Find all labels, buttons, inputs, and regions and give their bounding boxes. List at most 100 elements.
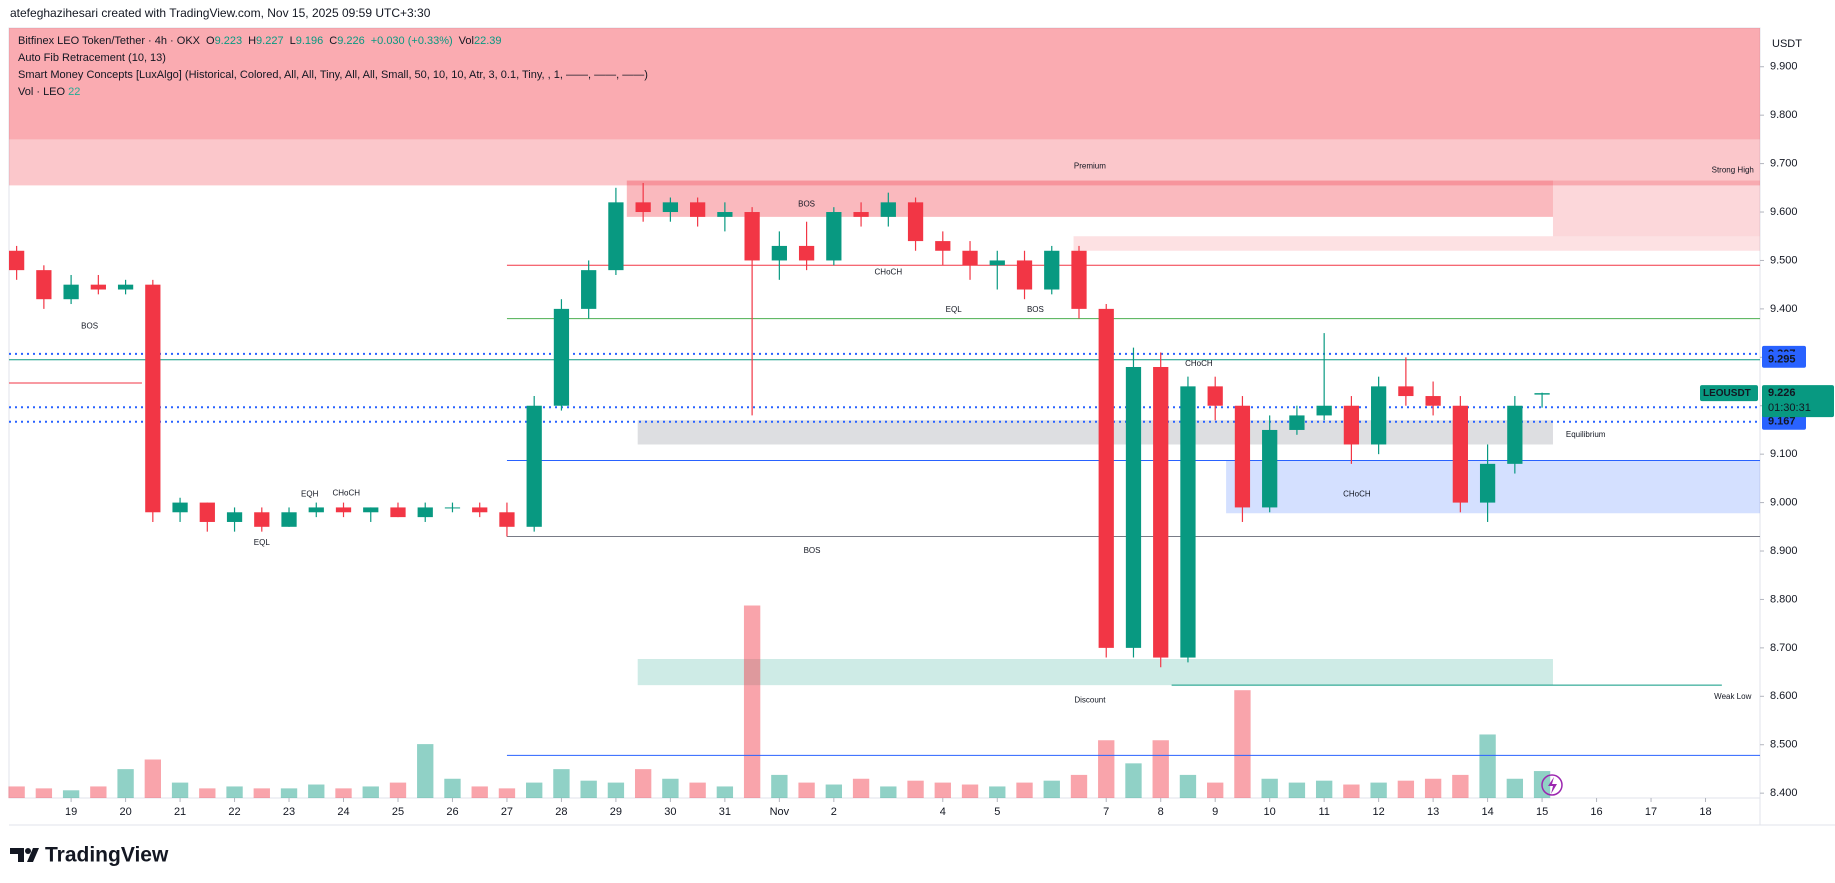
volume-bar	[1152, 740, 1169, 798]
volume-bar	[743, 605, 761, 798]
zone	[637, 420, 1553, 445]
y-tick-label: 8.400	[1770, 787, 1798, 799]
candle-body	[526, 405, 542, 527]
volume-bar	[144, 759, 162, 798]
x-tick-label: 11	[1318, 806, 1329, 818]
volume-bar	[444, 778, 461, 798]
candle-body	[172, 502, 188, 513]
annotation: BOS	[1027, 305, 1044, 314]
candle-body	[717, 212, 733, 217]
candle-body	[608, 202, 624, 271]
price-label: 9.295	[1768, 354, 1796, 366]
candle-body	[499, 512, 515, 527]
volume-bar	[1288, 782, 1306, 798]
x-tick-label: 20	[119, 806, 131, 818]
candle-body	[853, 212, 869, 217]
candle-body	[308, 507, 324, 513]
candle-body	[1153, 366, 1169, 658]
volume-bar	[35, 788, 53, 798]
legend-key: Vol	[459, 35, 474, 47]
candle-body	[1534, 393, 1550, 395]
alert-icon[interactable]	[1541, 774, 1563, 796]
x-tick-label: 28	[555, 806, 567, 818]
candle-body	[1180, 386, 1196, 658]
volume-bar	[880, 786, 897, 798]
volume-bar	[308, 784, 325, 798]
candle-body	[63, 284, 79, 300]
y-tick-label: 8.500	[1770, 739, 1798, 751]
candle-body	[335, 507, 352, 513]
volume-bar	[253, 788, 270, 798]
volume-legend-value: 22	[68, 86, 80, 98]
plot-area	[8, 27, 1761, 799]
zone	[9, 28, 1760, 140]
annotation: Strong High	[1712, 165, 1754, 174]
volume-bar	[607, 782, 625, 798]
logo-dot	[25, 848, 31, 854]
legend-value: 9.223	[215, 35, 243, 47]
annotation: CHoCH	[1343, 489, 1371, 498]
candle-body	[1044, 250, 1060, 290]
candle-body	[417, 507, 433, 518]
volume-bar	[471, 786, 488, 798]
volume-bar	[961, 784, 979, 798]
candle-body	[1262, 429, 1278, 508]
candle-body	[1398, 386, 1414, 397]
x-tick-label: 12	[1373, 806, 1385, 818]
volume-legend: Vol · LEO 22	[18, 86, 80, 98]
y-tick-label: 9.700	[1770, 158, 1798, 170]
x-tick-label: 23	[283, 806, 295, 818]
volume-bar	[62, 790, 80, 798]
volume-bar	[90, 786, 107, 798]
annotation: BOS	[81, 321, 98, 330]
candle-body	[826, 212, 842, 261]
volume-bar	[662, 778, 679, 798]
legend-key: O	[206, 35, 215, 47]
y-tick-label: 9.600	[1770, 206, 1798, 218]
legend-value: 9.227	[256, 35, 284, 47]
volume-bar	[117, 769, 134, 798]
annotation: EQL	[946, 305, 963, 314]
volume-bar	[907, 780, 924, 798]
currency: USDT	[1772, 38, 1802, 50]
watermark: TradingView	[45, 844, 169, 867]
x-tick-label: 15	[1536, 806, 1548, 818]
volume-bar	[1315, 780, 1333, 798]
candle-body	[472, 507, 488, 513]
volume-bar	[1016, 782, 1033, 798]
x-tick-label: Nov	[770, 806, 790, 818]
candle-body	[1098, 308, 1114, 648]
legend-key: H	[248, 35, 256, 47]
candle-body	[553, 308, 570, 406]
legend-symbol: Bitfinex LEO Token/Tether · 4h · OKX	[18, 35, 201, 47]
candle-body	[1479, 463, 1496, 503]
zone	[626, 180, 1553, 217]
zone	[1552, 180, 1760, 237]
annotation: BOS	[798, 199, 815, 208]
candle-body	[935, 241, 951, 251]
last-price-symbol: LEOUSDT	[1703, 388, 1751, 399]
volume-bar	[1397, 780, 1415, 798]
annotation: Weak Low	[1714, 692, 1751, 701]
candle-body	[635, 202, 651, 213]
candle-body	[1316, 405, 1332, 416]
volume-bar	[1125, 763, 1142, 798]
x-tick-label: 18	[1699, 806, 1711, 818]
candle-body	[36, 270, 52, 300]
volume-bar	[798, 782, 815, 798]
volume-bar	[634, 769, 652, 798]
volume-bar	[934, 782, 951, 798]
x-tick-label: 2	[831, 806, 837, 818]
candle-body	[1507, 405, 1523, 464]
legend-symbol-line: Bitfinex LEO Token/Tether · 4h · OKX O9.2…	[18, 35, 502, 47]
x-tick-label: 22	[228, 806, 240, 818]
candle-body	[145, 284, 161, 513]
last-price: 9.226	[1768, 387, 1796, 399]
candle-body	[690, 202, 706, 217]
volume-bar	[771, 774, 788, 798]
volume-bar	[689, 782, 706, 798]
volume-bar	[362, 786, 379, 798]
y-tick-label: 9.100	[1770, 448, 1798, 460]
price-label-box	[1762, 413, 1806, 430]
